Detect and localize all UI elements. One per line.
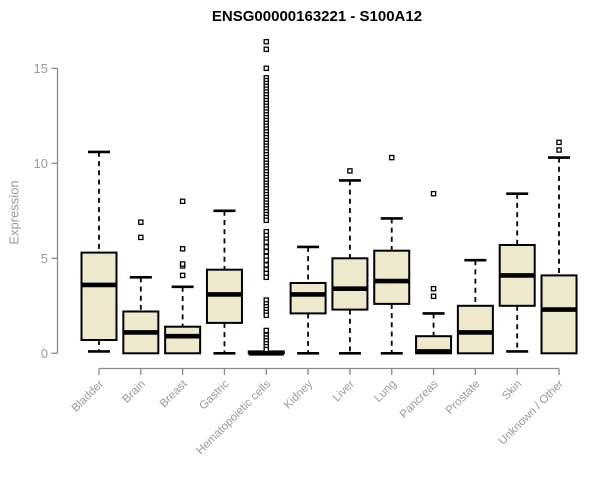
- chart-title: ENSG00000163221 - S100A12: [211, 8, 423, 25]
- outlier-point: [263, 38, 270, 45]
- iqr-box: [164, 325, 202, 355]
- x-tick-label: Brain: [120, 378, 147, 405]
- outlier-point: [179, 198, 186, 205]
- y-tick-label: 15: [34, 61, 48, 76]
- outlier-point: [138, 219, 144, 225]
- outlier-point: [263, 327, 270, 334]
- outlier-point: [430, 285, 437, 292]
- outlier-point: [263, 65, 270, 72]
- iqr-box: [456, 304, 494, 355]
- x-tick-label: Breast: [158, 378, 191, 411]
- x-tick-label: Hematopoietic cells: [194, 378, 273, 457]
- x-tick-label: Kidney: [282, 378, 316, 412]
- iqr-box: [373, 249, 411, 305]
- outlier-point: [263, 239, 270, 245]
- outlier-point: [430, 293, 437, 300]
- x-tick-label: Lung: [372, 378, 399, 405]
- x-tick-label: Pancreas: [398, 378, 441, 421]
- outlier-point: [179, 272, 186, 279]
- y-tick-label: 5: [41, 251, 48, 266]
- iqr-box: [80, 251, 118, 342]
- x-tick-label: Liver: [331, 378, 357, 404]
- outlier-point: [263, 217, 270, 224]
- outlier-point: [263, 262, 270, 268]
- y-tick-label: 0: [41, 346, 48, 361]
- outlier-point: [347, 168, 353, 174]
- outlier-point: [263, 46, 270, 53]
- iqr-box: [540, 274, 578, 355]
- x-tick-label: Bladder: [70, 378, 107, 415]
- outlier-point: [263, 248, 270, 255]
- outlier-point: [556, 147, 562, 153]
- outlier-point: [263, 257, 270, 263]
- outlier-point: [263, 274, 270, 281]
- outlier-point: [263, 346, 270, 353]
- outlier-point: [179, 261, 186, 267]
- outlier-point: [138, 234, 144, 241]
- x-tick-label: Skin: [500, 378, 524, 402]
- iqr-box: [289, 282, 327, 315]
- x-tick-label: Prostate: [444, 378, 483, 417]
- outlier-point: [388, 154, 395, 161]
- outlier-point: [179, 246, 186, 252]
- outlier-point: [263, 312, 270, 319]
- y-tick-label: 10: [34, 156, 48, 171]
- outlier-point: [430, 190, 437, 197]
- outlier-point: [263, 244, 270, 250]
- iqr-box: [331, 257, 369, 311]
- x-tick-label: Gastric: [197, 378, 231, 412]
- outlier-point: [556, 139, 562, 146]
